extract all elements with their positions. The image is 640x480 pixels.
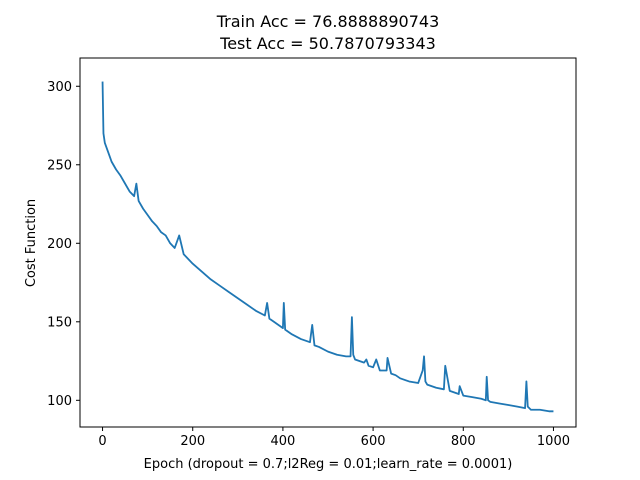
- x-axis-label: Epoch (dropout = 0.7;l2Reg = 0.01;learn_…: [144, 457, 513, 472]
- axes-frame: [79, 57, 577, 428]
- plot-area: 0 200 400 600 800 1000 100 150 200 250 300: [47, 57, 577, 449]
- x-tick-label: 0: [98, 434, 106, 449]
- series-layer: [101, 81, 554, 413]
- y-tick-label: 150: [47, 315, 72, 330]
- chart-title-line-2: Test Acc = 50.7870793343: [219, 34, 436, 53]
- y-tick-label: 300: [47, 80, 72, 95]
- x-tick-label: 1000: [537, 434, 570, 449]
- y-tick-label: 200: [47, 237, 72, 252]
- y-tick-label: 250: [47, 158, 72, 173]
- x-tick-label: 400: [270, 434, 295, 449]
- chart-title-line-1: Train Acc = 76.8888890743: [216, 12, 440, 31]
- series-line-0: [101, 81, 554, 413]
- x-tick-label: 800: [451, 434, 476, 449]
- x-tick-label: 200: [180, 434, 205, 449]
- x-axis-ticks: 0 200 400 600 800 1000: [98, 427, 570, 449]
- y-axis-ticks: 100 150 200 250 300: [47, 80, 80, 409]
- y-tick-label: 100: [47, 394, 72, 409]
- x-tick-label: 600: [361, 434, 386, 449]
- y-axis-label: Cost Function: [24, 199, 39, 287]
